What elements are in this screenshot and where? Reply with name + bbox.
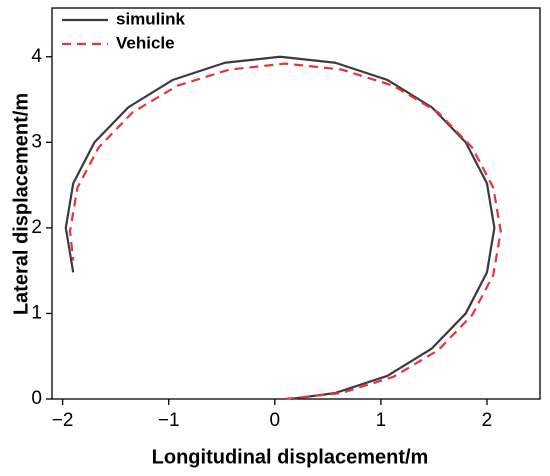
y-tick-label: 2 [31, 217, 42, 238]
plot-frame [51, 7, 541, 400]
legend-label: simulink [116, 9, 186, 28]
y-tick-label: 3 [31, 131, 42, 152]
data-line [68, 62, 502, 401]
y-axis-title: Lateral displacement/m [10, 93, 32, 315]
legend-label: Vehicle [116, 33, 175, 52]
y-tick-label: 4 [31, 46, 42, 67]
data-line [64, 55, 496, 401]
x-tick-label: −1 [158, 410, 180, 431]
y-tick-label: 0 [31, 388, 42, 409]
x-tick-label: 1 [376, 410, 387, 431]
x-tick-label: 0 [269, 410, 280, 431]
x-axis-title: Longitudinal displacement/m [152, 446, 429, 468]
x-tick-label: 2 [482, 410, 493, 431]
y-tick-label: 1 [31, 302, 42, 323]
x-tick-label: −2 [52, 410, 74, 431]
